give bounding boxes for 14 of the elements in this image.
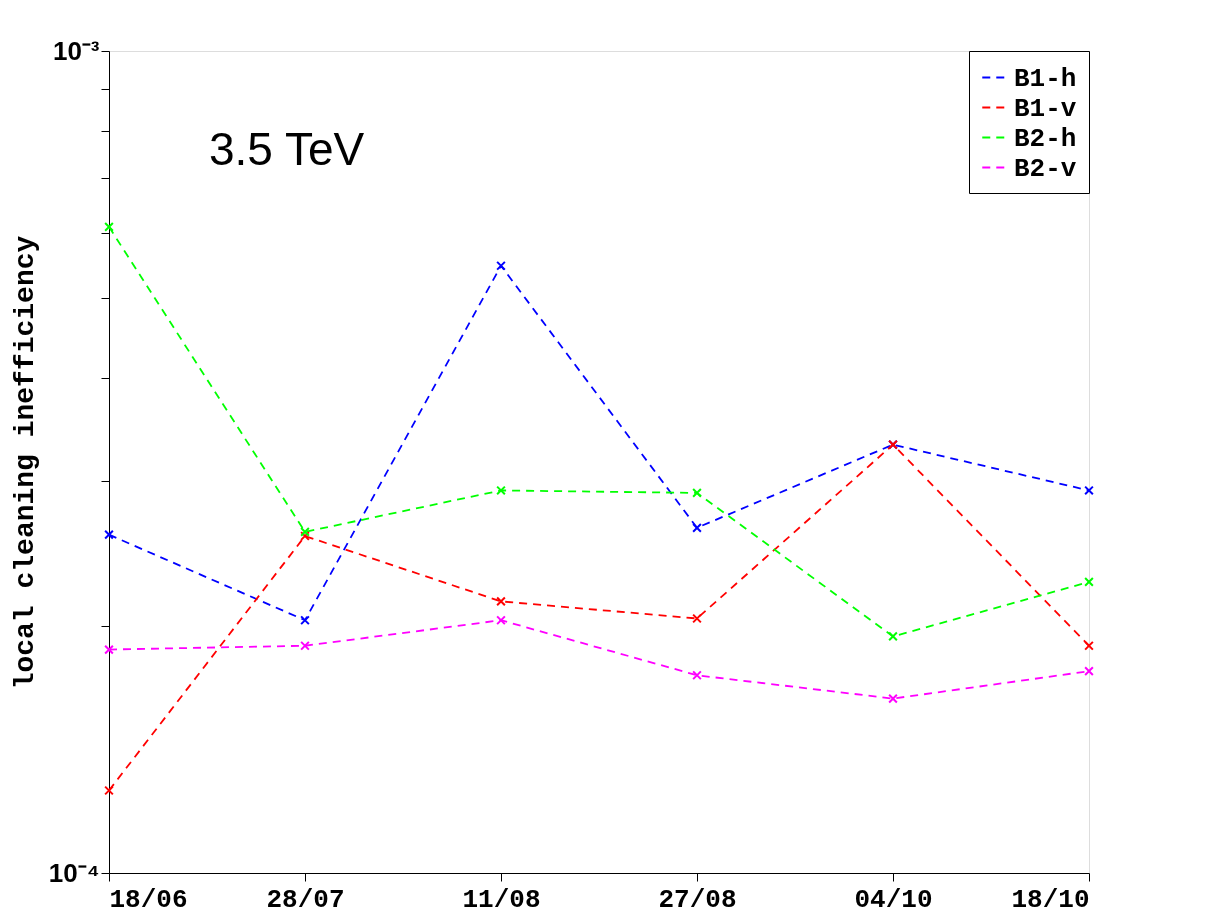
legend-label: B1-h	[1014, 63, 1077, 94]
y-tick-label: 10⁻³	[52, 35, 100, 66]
x-tick-label: 04/10	[854, 884, 933, 915]
x-tick-label: 11/08	[462, 884, 541, 915]
y-axis-title: local cleaning inefficiency	[9, 235, 41, 690]
legend-label: B2-v	[1014, 153, 1077, 184]
x-tick-label: 18/06	[109, 884, 188, 915]
legend-label: B1-v	[1014, 93, 1077, 124]
annotation: 3.5 TeV	[209, 123, 365, 175]
x-tick-label: 28/07	[266, 884, 345, 915]
y-tick-label: 10⁻⁴	[48, 857, 100, 888]
legend-label: B2-h	[1014, 123, 1077, 154]
x-tick-label: 27/08	[658, 884, 737, 915]
x-tick-label: 18/10	[1011, 884, 1090, 915]
